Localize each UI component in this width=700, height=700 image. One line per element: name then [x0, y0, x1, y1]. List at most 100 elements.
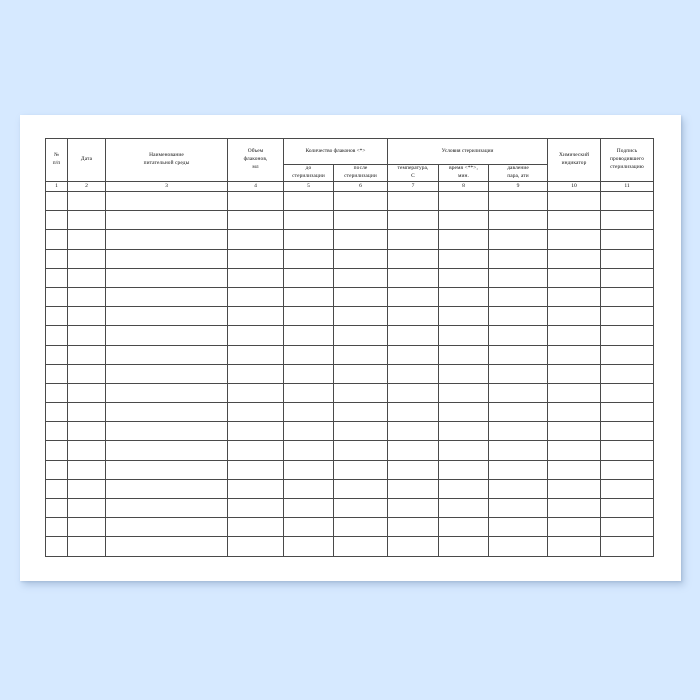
- table-cell[interactable]: [283, 190, 334, 212]
- table-cell[interactable]: [438, 382, 490, 404]
- table-cell[interactable]: [67, 459, 106, 480]
- table-cell[interactable]: [227, 190, 284, 212]
- table-cell[interactable]: [67, 497, 106, 519]
- table-cell[interactable]: [67, 440, 106, 461]
- table-cell[interactable]: [227, 229, 284, 250]
- table-cell[interactable]: [600, 478, 655, 500]
- table-cell[interactable]: [67, 229, 106, 250]
- table-cell[interactable]: [488, 306, 549, 327]
- table-cell[interactable]: [45, 536, 68, 557]
- table-cell[interactable]: [45, 402, 68, 423]
- table-cell[interactable]: [438, 286, 490, 308]
- table-cell[interactable]: [488, 248, 549, 269]
- table-cell[interactable]: [600, 286, 655, 308]
- table-cell[interactable]: [438, 421, 490, 442]
- table-cell[interactable]: [332, 363, 389, 384]
- table-cell[interactable]: [105, 229, 228, 250]
- table-cell[interactable]: [387, 325, 440, 346]
- table-cell[interactable]: [600, 402, 655, 423]
- table-cell[interactable]: [283, 536, 334, 557]
- table-cell[interactable]: [547, 363, 602, 384]
- table-cell[interactable]: [283, 229, 334, 250]
- table-cell[interactable]: [105, 248, 228, 269]
- table-cell[interactable]: [67, 210, 106, 231]
- table-cell[interactable]: [547, 229, 602, 250]
- table-cell[interactable]: [332, 248, 389, 269]
- table-cell[interactable]: [488, 229, 549, 250]
- table-cell[interactable]: [105, 421, 228, 442]
- table-cell[interactable]: [45, 325, 68, 346]
- table-cell[interactable]: [438, 363, 490, 384]
- table-cell[interactable]: [45, 440, 68, 461]
- table-cell[interactable]: [67, 363, 106, 384]
- table-cell[interactable]: [105, 517, 228, 538]
- table-cell[interactable]: [488, 363, 549, 384]
- table-cell[interactable]: [332, 306, 389, 327]
- table-cell[interactable]: [227, 517, 284, 538]
- table-cell[interactable]: [488, 402, 549, 423]
- table-cell[interactable]: [67, 190, 106, 212]
- table-cell[interactable]: [488, 382, 549, 404]
- table-cell[interactable]: [332, 459, 389, 480]
- table-cell[interactable]: [547, 536, 602, 557]
- table-cell[interactable]: [227, 459, 284, 480]
- table-cell[interactable]: [438, 478, 490, 500]
- table-cell[interactable]: [67, 478, 106, 500]
- table-cell[interactable]: [283, 306, 334, 327]
- table-cell[interactable]: [45, 267, 68, 288]
- table-cell[interactable]: [547, 344, 602, 365]
- table-cell[interactable]: [227, 248, 284, 269]
- table-cell[interactable]: [438, 536, 490, 557]
- table-cell[interactable]: [67, 517, 106, 538]
- table-cell[interactable]: [488, 478, 549, 500]
- table-cell[interactable]: [45, 190, 68, 212]
- table-cell[interactable]: [227, 344, 284, 365]
- table-cell[interactable]: [387, 517, 440, 538]
- table-cell[interactable]: [283, 210, 334, 231]
- table-cell[interactable]: [227, 210, 284, 231]
- table-cell[interactable]: [488, 440, 549, 461]
- table-cell[interactable]: [488, 497, 549, 519]
- table-cell[interactable]: [105, 286, 228, 308]
- table-cell[interactable]: [387, 190, 440, 212]
- table-cell[interactable]: [105, 402, 228, 423]
- table-cell[interactable]: [332, 478, 389, 500]
- table-cell[interactable]: [547, 190, 602, 212]
- table-cell[interactable]: [488, 325, 549, 346]
- table-cell[interactable]: [227, 306, 284, 327]
- table-cell[interactable]: [547, 402, 602, 423]
- table-cell[interactable]: [547, 286, 602, 308]
- table-cell[interactable]: [547, 421, 602, 442]
- table-cell[interactable]: [67, 267, 106, 288]
- table-cell[interactable]: [438, 267, 490, 288]
- table-cell[interactable]: [332, 210, 389, 231]
- table-cell[interactable]: [600, 229, 655, 250]
- table-cell[interactable]: [600, 190, 655, 212]
- table-cell[interactable]: [488, 517, 549, 538]
- table-cell[interactable]: [227, 363, 284, 384]
- table-cell[interactable]: [45, 210, 68, 231]
- table-cell[interactable]: [600, 459, 655, 480]
- table-cell[interactable]: [227, 286, 284, 308]
- table-cell[interactable]: [387, 536, 440, 557]
- table-cell[interactable]: [488, 210, 549, 231]
- table-cell[interactable]: [283, 440, 334, 461]
- table-cell[interactable]: [547, 382, 602, 404]
- table-cell[interactable]: [488, 190, 549, 212]
- table-cell[interactable]: [45, 478, 68, 500]
- table-cell[interactable]: [105, 497, 228, 519]
- table-cell[interactable]: [387, 478, 440, 500]
- table-cell[interactable]: [283, 382, 334, 404]
- table-cell[interactable]: [387, 267, 440, 288]
- table-cell[interactable]: [387, 421, 440, 442]
- table-cell[interactable]: [438, 229, 490, 250]
- table-cell[interactable]: [227, 421, 284, 442]
- table-cell[interactable]: [283, 363, 334, 384]
- table-cell[interactable]: [488, 267, 549, 288]
- table-cell[interactable]: [283, 478, 334, 500]
- table-cell[interactable]: [283, 459, 334, 480]
- table-cell[interactable]: [332, 344, 389, 365]
- table-cell[interactable]: [600, 517, 655, 538]
- table-cell[interactable]: [105, 363, 228, 384]
- table-cell[interactable]: [283, 325, 334, 346]
